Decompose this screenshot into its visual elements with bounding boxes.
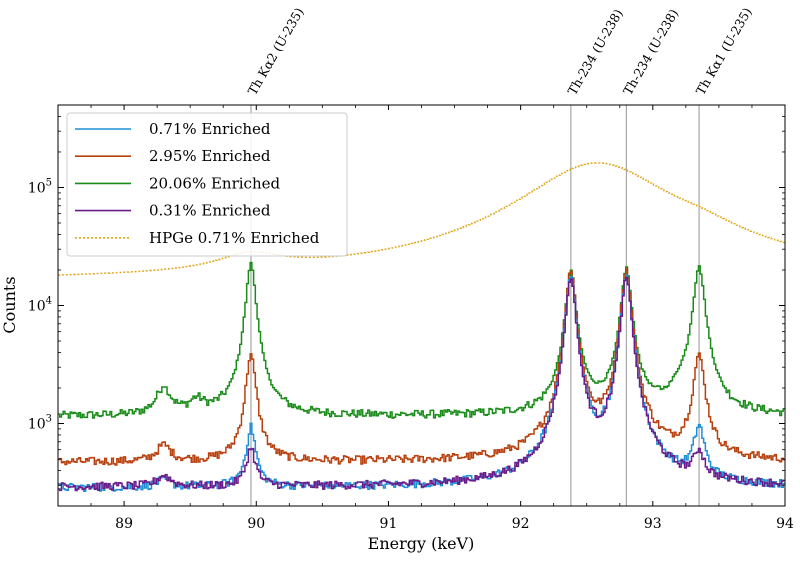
legend-box	[66, 112, 348, 257]
legend-label-20-06-enriched: 20.06% Enriched	[149, 174, 280, 192]
legend-label-hpge-0-71-enriched: HPGe 0.71% Enriched	[149, 229, 320, 247]
x-tick-label: 92	[512, 516, 530, 532]
series-20-06-enriched	[58, 261, 785, 419]
series-layer	[58, 162, 785, 493]
y-tick-label: 105	[28, 177, 52, 196]
legend: 0.71% Enriched 2.95% Enriched 20.06% Enric…	[66, 112, 348, 257]
y-tick-label: 103	[28, 414, 52, 433]
x-tick-label: 91	[380, 516, 398, 532]
reference-label-1: Th Kα2 (U-235)	[245, 5, 307, 98]
y-axis-label: Counts	[0, 276, 19, 333]
series-hpge-0-71-enriched	[58, 162, 785, 276]
legend-label-2-95-enriched: 2.95% Enriched	[149, 147, 271, 165]
x-tick-label: 90	[247, 516, 265, 532]
series-2-95-enriched	[58, 267, 785, 466]
y-tick-label: 104	[28, 296, 52, 315]
reference-label-3: Th-234 (U-238)	[620, 6, 681, 97]
x-tick-label: 94	[776, 516, 794, 532]
series-0-31-enriched	[58, 276, 785, 492]
reference-labels: Th Kα2 (U-235) Th-234 (U-238)Th-234 (U-23…	[245, 5, 755, 98]
legend-label-0-31-enriched: 0.31% Enriched	[149, 202, 271, 220]
legend-label-0-71-enriched: 0.71% Enriched	[149, 120, 271, 138]
x-tick-label: 93	[644, 516, 662, 532]
reference-label-4: Th Kα1 (U-235)	[693, 5, 755, 98]
x-tick-label: 89	[115, 516, 133, 532]
axis-ticks: 89 90 91 92 93 94 103 104 105	[28, 104, 794, 532]
series-0-71-enriched	[58, 274, 785, 493]
x-axis-label: Energy (keV)	[368, 534, 475, 553]
reference-lines	[250, 105, 700, 506]
reference-label-2: Th-234 (U-238)	[564, 6, 625, 97]
